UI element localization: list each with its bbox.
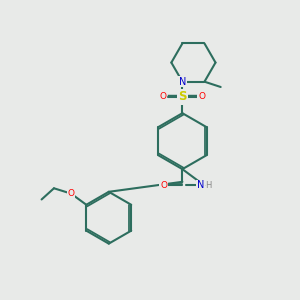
Text: O: O	[160, 181, 167, 190]
Text: N: N	[179, 77, 186, 87]
Text: N: N	[179, 77, 186, 87]
Text: O: O	[68, 189, 74, 198]
Text: H: H	[206, 181, 212, 190]
Text: N: N	[197, 180, 204, 190]
Text: O: O	[160, 92, 167, 101]
Text: S: S	[178, 91, 187, 103]
Text: O: O	[198, 92, 205, 101]
